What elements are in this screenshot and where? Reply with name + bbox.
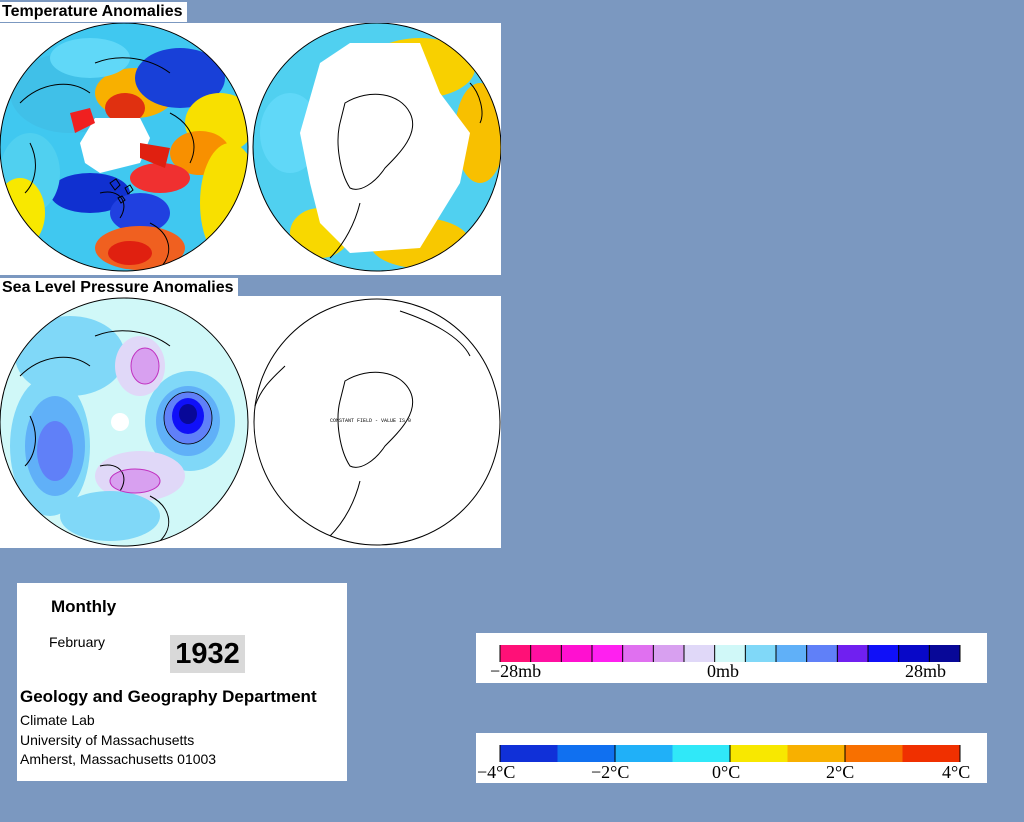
pressure-south-map xyxy=(253,298,501,546)
temperature-swatch xyxy=(500,745,558,762)
info-box: Monthly February 1932 Geology and Geogra… xyxy=(17,583,347,781)
temperature-maps-panel xyxy=(0,23,501,275)
temperature-label-m4: −4°C xyxy=(477,762,516,782)
period-label: Monthly xyxy=(51,597,117,616)
temperature-swatch xyxy=(787,745,846,762)
temperature-swatch xyxy=(557,745,616,762)
year-label: 1932 xyxy=(170,635,245,673)
pressure-swatch xyxy=(622,645,654,662)
pressure-north-map xyxy=(0,298,248,546)
temperature-swatch xyxy=(845,745,903,762)
pressure-swatch xyxy=(592,645,624,662)
pressure-swatch xyxy=(868,645,900,662)
temperature-swatch xyxy=(672,745,731,762)
pressure-swatch xyxy=(684,645,716,662)
pressure-swatch xyxy=(929,645,961,662)
pressure-colorbar xyxy=(499,645,961,662)
pressure-swatch xyxy=(561,645,593,662)
pressure-swatch xyxy=(806,645,838,662)
info-line-address: Amherst, Massachusetts 01003 xyxy=(20,751,217,767)
temperature-title: Temperature Anomalies xyxy=(0,2,187,22)
info-line-university: University of Massachusetts xyxy=(20,732,195,748)
temperature-swatch xyxy=(902,745,961,762)
pressure-label-zero: 0mb xyxy=(707,661,740,681)
temperature-south-map xyxy=(253,23,501,271)
department-label: Geology and Geography Department xyxy=(20,687,317,706)
pressure-swatch xyxy=(714,645,746,662)
pressure-swatch xyxy=(898,645,930,662)
info-line-lab: Climate Lab xyxy=(20,712,95,728)
pressure-maps-panel: CONSTANT FIELD - VALUE IS 0 xyxy=(0,296,501,548)
temperature-label-4: 4°C xyxy=(942,762,971,782)
temperature-swatch xyxy=(730,745,788,762)
temperature-label-0: 0°C xyxy=(712,762,741,782)
pressure-swatch xyxy=(837,645,869,662)
pressure-label-min: −28mb xyxy=(490,661,542,681)
temperature-legend: −4°C −2°C 0°C 2°C 4°C xyxy=(476,733,987,783)
pressure-swatch xyxy=(745,645,777,662)
pressure-swatch xyxy=(530,645,562,662)
pressure-label-max: 28mb xyxy=(905,661,947,681)
pressure-maps xyxy=(0,297,501,547)
temperature-swatch xyxy=(615,745,673,762)
temperature-colorbar xyxy=(499,745,961,762)
pressure-swatch xyxy=(776,645,808,662)
pressure-swatch xyxy=(500,645,532,662)
constant-field-note: CONSTANT FIELD - VALUE IS 0 xyxy=(330,418,412,424)
pressure-title: Sea Level Pressure Anomalies xyxy=(0,278,238,298)
temperature-north-map xyxy=(0,23,248,271)
month-label: February xyxy=(49,634,106,650)
temperature-label-2: 2°C xyxy=(826,762,855,782)
pressure-swatch xyxy=(653,645,685,662)
pressure-legend: −28mb 0mb 28mb xyxy=(476,633,987,683)
temperature-label-m2: −2°C xyxy=(591,762,630,782)
temperature-maps xyxy=(0,23,501,272)
